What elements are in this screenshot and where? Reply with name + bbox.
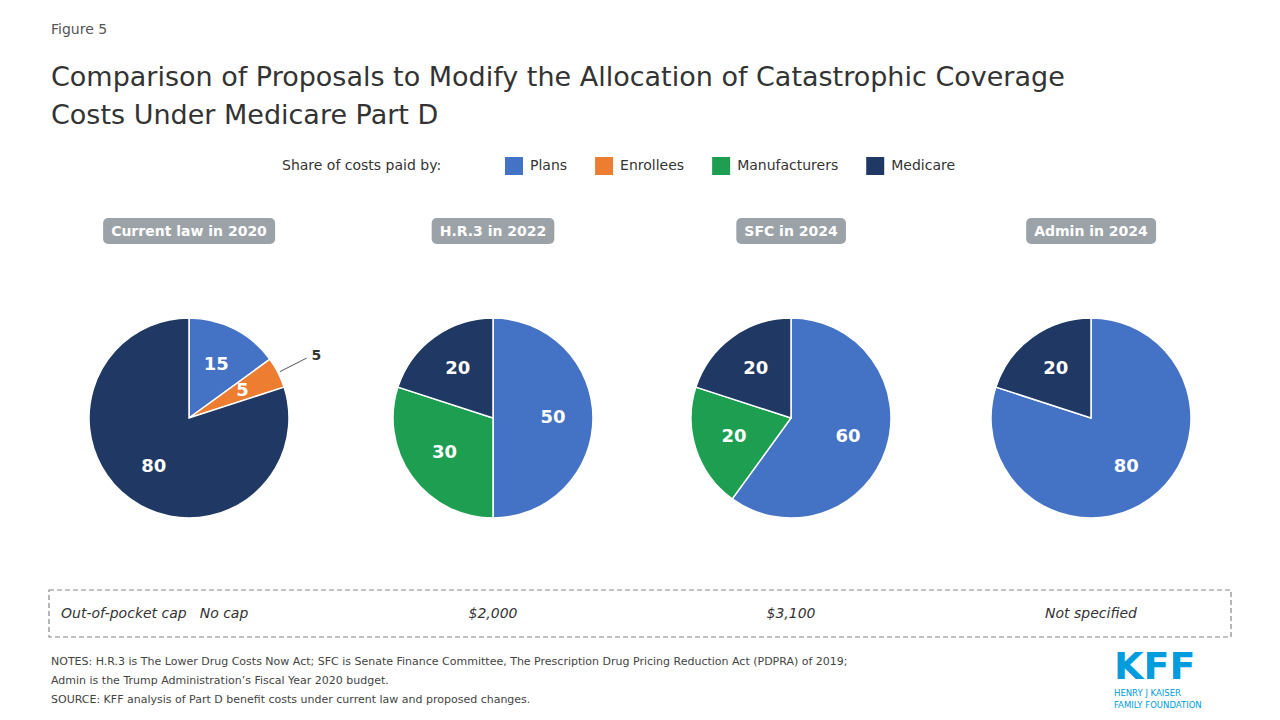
pie: 60 20 20 [691,318,891,518]
pie-title-box [1026,218,1156,244]
data-label: 50 [540,406,565,427]
pie-title: SFC in 2024 [744,223,838,239]
cap-row-frame [49,590,1231,637]
pie-title-box [103,218,275,244]
data-labels: 60 20 20 [721,357,860,445]
note: NOTES: H.R.3 is The Lower Drug Costs Now… [51,655,848,668]
cap-value: Not specified [1045,605,1137,621]
pie-slice [89,318,289,518]
slices [393,318,593,518]
data-labels: 15 5 80 [141,353,249,476]
data-label: 60 [836,425,861,446]
pie-slice [696,318,791,418]
note: Admin is the Trump Administration’s Fisc… [51,674,389,687]
pie-title-group: SFC in 2024 [736,218,846,244]
pie-title-group: Current law in 2020 [103,218,275,244]
data-labels: 80 20 [1043,357,1139,475]
pie: 155805 [89,318,321,518]
legend-swatch [505,157,523,175]
pie-title: Current law in 2020 [111,223,267,239]
pie: 80 20 [991,318,1191,518]
logo-text: FAMILY FOUNDATION [1114,700,1202,710]
data-label: 5 [236,379,249,400]
data-label: 30 [432,441,457,462]
data-label: 20 [721,425,746,446]
logo: KFFHENRY J KAISER FAMILY FOUNDATION [1114,644,1202,710]
data-labels: 50 30 20 [432,357,566,462]
legend-label: Manufacturers [737,157,838,173]
annotation: 5 [312,347,322,363]
pie-title-box [736,218,846,244]
data-label: 80 [141,455,166,476]
data-label: 20 [1043,357,1068,378]
cap-row-label: Out-of-pocket cap [61,605,187,621]
title: Comparison of Proposals to Modify the Al… [51,61,1065,92]
pie-title: H.R.3 in 2022 [440,223,547,239]
pie-title-group: Admin in 2024 [1026,218,1156,244]
pie-title: Admin in 2024 [1034,223,1148,239]
pie-slice [493,318,593,518]
title: Costs Under Medicare Part D [51,99,438,130]
pie-slice [991,318,1191,518]
pie: 50 30 20 [393,318,593,518]
slices [991,318,1191,518]
pie-slice [996,318,1091,418]
legend-title: Share of costs paid by: [282,157,441,173]
data-label: 80 [1114,455,1139,476]
data-label: 15 [204,353,229,374]
pie-slice [398,318,493,418]
legend-swatch [712,157,730,175]
cap-value: No cap [200,605,249,621]
legend-label: Medicare [891,157,955,173]
legend: Share of costs paid by: Plans Enrollees Man… [282,157,955,175]
pie-title-group: H.R.3 in 2022 [432,218,555,244]
note: SOURCE: KFF analysis of Part D benefit c… [51,693,530,706]
logo-text: KFF [1114,644,1195,688]
logo-text: HENRY J KAISER [1114,688,1181,698]
legend-swatch [595,157,613,175]
figure-label: Figure 5 [51,21,107,37]
legend-swatch [866,157,884,175]
cap-value: $3,100 [767,605,816,621]
data-label: 20 [445,357,470,378]
slices [89,318,289,518]
chart-root: Figure 5 Comparison of Proposals to Modif… [0,0,1280,720]
legend-label: Plans [530,157,567,173]
cap-value: $2,000 [469,605,518,621]
data-label: 20 [743,357,768,378]
legend-label: Enrollees [620,157,684,173]
slices [691,318,891,518]
pie-title-box [432,218,555,244]
annotation-line [280,358,307,372]
